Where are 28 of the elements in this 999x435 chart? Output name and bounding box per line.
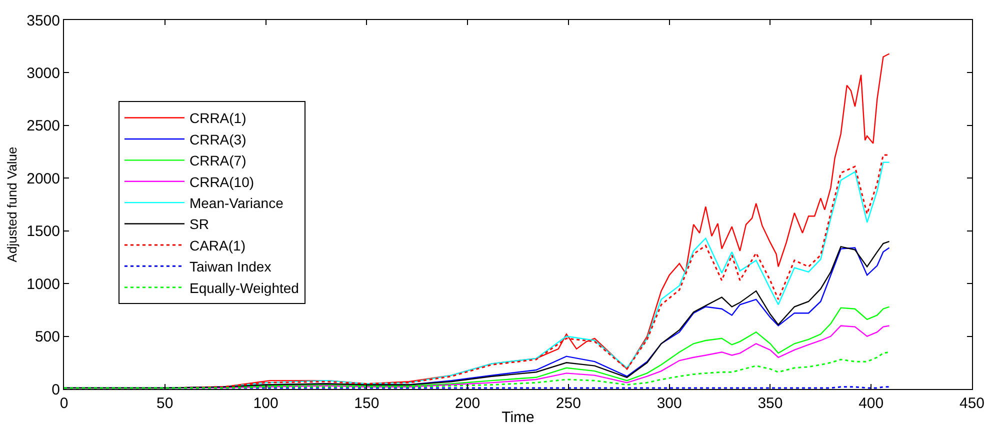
legend-label: CRRA(3) xyxy=(189,131,246,148)
x-tick-label: 200 xyxy=(455,395,480,412)
y-axis-title: Adjusted fund Value xyxy=(4,146,20,262)
legend-label: CARA(1) xyxy=(189,237,246,254)
x-tick-label: 450 xyxy=(959,395,985,412)
y-tick-label: 3000 xyxy=(26,64,60,82)
legend-label: Taiwan Index xyxy=(189,258,272,275)
y-tick-label: 2000 xyxy=(26,170,60,188)
legend-label: CRRA(7) xyxy=(189,152,246,169)
x-tick-label: 50 xyxy=(156,395,174,412)
legend-label: Equally-Weighted xyxy=(189,280,299,296)
legend-label: Mean-Variance xyxy=(189,195,284,212)
legend-label: CRRA(10) xyxy=(189,174,254,190)
y-tick-label: 500 xyxy=(34,328,60,346)
y-tick-label: 3500 xyxy=(26,12,60,30)
legend-label: SR xyxy=(189,216,209,232)
x-tick-label: 100 xyxy=(253,395,278,412)
y-tick-label: 0 xyxy=(52,381,60,398)
x-tick-label: 150 xyxy=(354,395,380,412)
x-tick-label: 400 xyxy=(858,395,884,412)
legend-label: CRRA(1) xyxy=(189,110,246,126)
x-axis-title: Time xyxy=(502,409,534,426)
x-tick-label: 250 xyxy=(556,395,581,412)
y-tick-label: 1000 xyxy=(26,276,60,293)
y-tick-label: 2500 xyxy=(26,118,60,135)
x-tick-label: 350 xyxy=(758,395,783,412)
x-tick-label: 300 xyxy=(656,395,682,412)
y-tick-label: 1500 xyxy=(26,223,60,240)
